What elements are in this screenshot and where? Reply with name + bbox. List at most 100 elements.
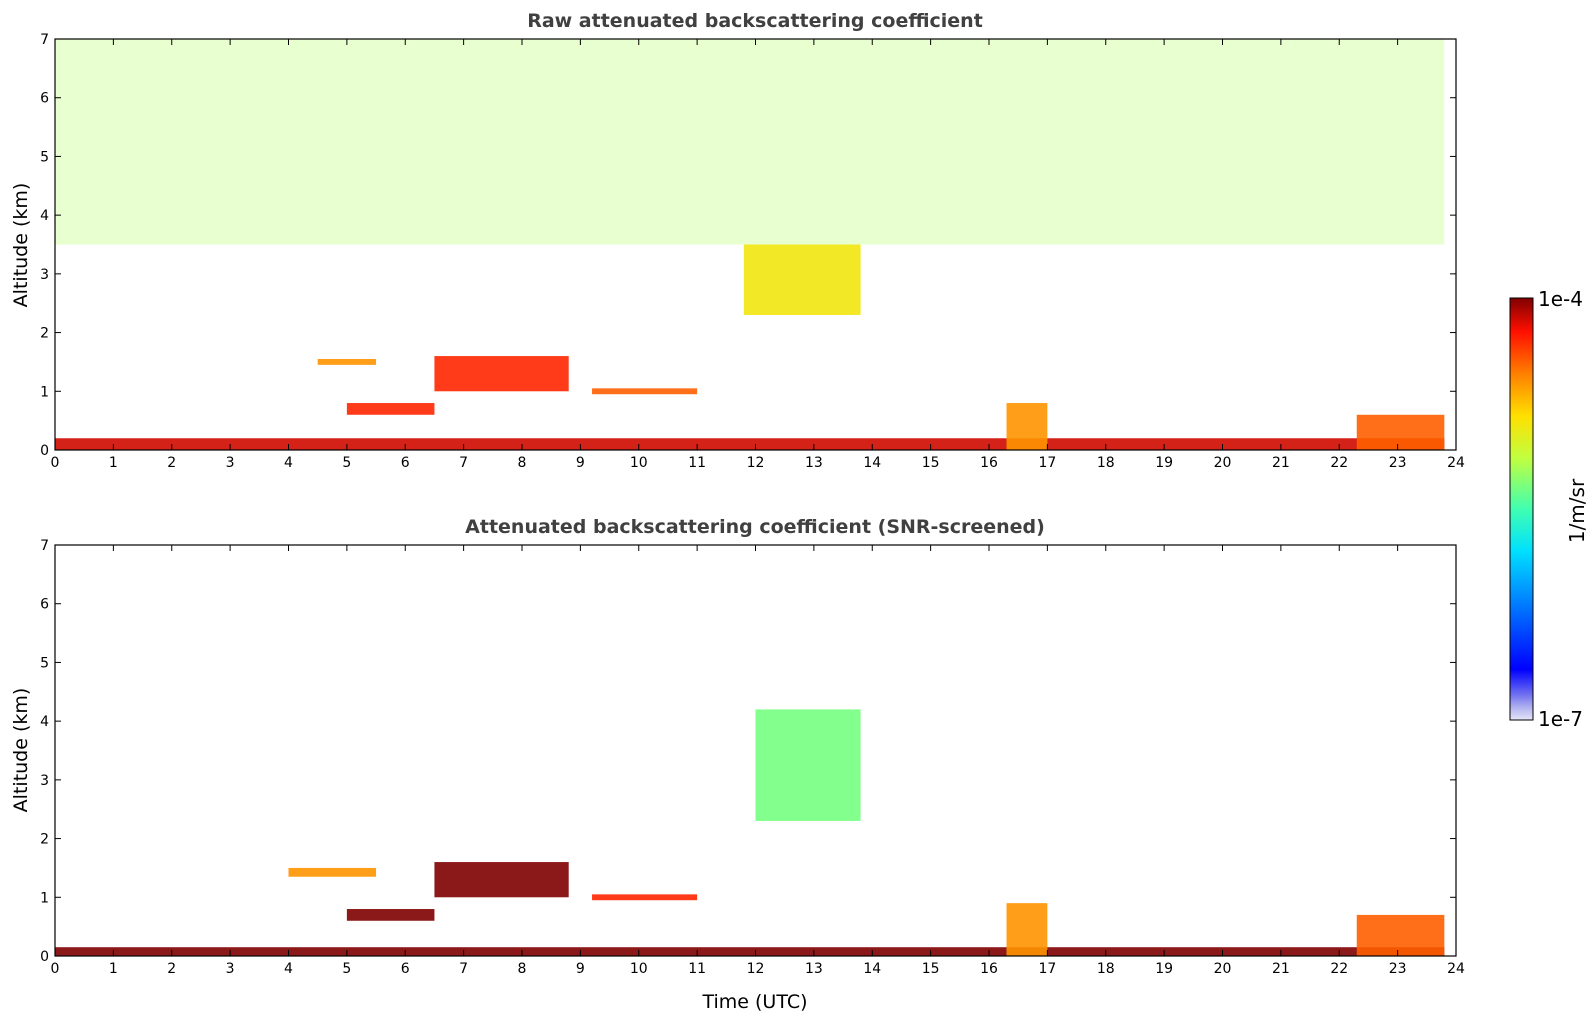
x-tick-label: 3 (226, 455, 235, 471)
snr-x-ticks: 0 1 2 3 4 5 6 7 8 9 10 11 12 13 14 15 16 17 18 19 20 21 22 23 24 (51, 545, 1465, 977)
x-tick-label: 16 (980, 961, 998, 977)
raw-panel-ylabel: Altitude (km) (10, 183, 32, 308)
snr-panel-title: Attenuated backscattering coefficient (S… (465, 516, 1045, 538)
x-tick-label: 13 (805, 961, 823, 977)
feature-plume (755, 709, 861, 821)
x-tick-label: 20 (1214, 961, 1232, 977)
x-tick-label: 20 (1214, 455, 1232, 471)
x-tick-label: 12 (747, 961, 765, 977)
x-tick-label: 16 (980, 455, 998, 471)
y-tick-label: 6 (40, 597, 49, 613)
x-tick-label: 24 (1447, 961, 1465, 977)
y-tick-label: 7 (40, 538, 49, 554)
y-tick-label: 3 (40, 773, 49, 789)
raw-x-ticks: 0 1 2 3 4 5 6 7 8 9 10 11 12 13 14 15 16 17 18 19 20 21 22 23 24 (51, 39, 1465, 471)
feature-cloud-layer (346, 909, 435, 921)
y-tick-label: 6 (40, 91, 49, 107)
feature-noise-aloft (55, 39, 1445, 245)
x-tick-label: 19 (1155, 961, 1173, 977)
feature-convective-bl (1006, 403, 1048, 450)
colorbar-min-label: 1e-7 (1538, 707, 1583, 731)
raw-backscatter-panel: Raw attenuated backscattering coefficien… (10, 10, 1465, 471)
x-tick-label: 15 (922, 961, 940, 977)
y-tick-label: 3 (40, 267, 49, 283)
colorbar-max-label: 1e-4 (1538, 287, 1583, 311)
feature-convective-bl (1356, 914, 1445, 956)
feature-convective-bl (1356, 414, 1445, 450)
x-tick-label: 21 (1272, 455, 1290, 471)
raw-panel-title: Raw attenuated backscattering coefficien… (527, 10, 983, 32)
feature-cloud-layer (592, 894, 698, 901)
snr-screened-panel: Attenuated backscattering coefficient (S… (10, 516, 1465, 1013)
x-tick-label: 9 (576, 455, 585, 471)
x-tick-label: 7 (459, 455, 468, 471)
x-tick-label: 17 (1038, 455, 1056, 471)
y-tick-label: 0 (40, 443, 49, 459)
y-tick-label: 0 (40, 949, 49, 965)
x-tick-label: 0 (51, 455, 60, 471)
x-tick-label: 14 (863, 961, 881, 977)
x-tick-label: 6 (401, 961, 410, 977)
y-tick-label: 7 (40, 32, 49, 48)
x-tick-label: 12 (747, 455, 765, 471)
x-tick-label: 6 (401, 455, 410, 471)
snr-panel-ylabel: Altitude (km) (10, 688, 32, 813)
raw-y-ticks: 0 1 2 3 4 5 6 7 (40, 32, 1456, 459)
x-tick-label: 18 (1097, 455, 1115, 471)
x-tick-label: 2 (167, 455, 176, 471)
feature-cloud-layer (317, 358, 377, 365)
y-tick-label: 4 (40, 208, 49, 224)
snr-y-ticks: 0 1 2 3 4 5 6 7 (40, 538, 1456, 965)
x-tick-label: 8 (518, 961, 527, 977)
x-tick-label: 5 (342, 455, 351, 471)
x-tick-label: 4 (284, 455, 293, 471)
x-tick-label: 4 (284, 961, 293, 977)
feature-cloud-layer (346, 403, 435, 415)
y-tick-label: 1 (40, 890, 49, 906)
feature-plume (743, 244, 861, 315)
feature-boundary-layer (55, 947, 1445, 956)
y-tick-label: 5 (40, 655, 49, 671)
x-tick-label: 2 (167, 961, 176, 977)
x-tick-label: 11 (688, 961, 706, 977)
x-tick-label: 15 (922, 455, 940, 471)
y-tick-label: 5 (40, 149, 49, 165)
y-tick-label: 2 (40, 326, 49, 342)
raw-heatmap (54, 38, 1457, 451)
feature-convective-bl (1006, 903, 1048, 956)
x-tick-label: 9 (576, 961, 585, 977)
x-tick-label: 1 (109, 961, 118, 977)
x-tick-label: 18 (1097, 961, 1115, 977)
x-tick-label: 23 (1389, 455, 1407, 471)
x-tick-label: 24 (1447, 455, 1465, 471)
x-tick-label: 7 (459, 961, 468, 977)
x-tick-label: 1 (109, 455, 118, 471)
x-tick-label: 10 (630, 961, 648, 977)
x-tick-label: 21 (1272, 961, 1290, 977)
y-tick-label: 2 (40, 832, 49, 848)
x-tick-label: 22 (1330, 961, 1348, 977)
x-tick-label: 23 (1389, 961, 1407, 977)
x-tick-label: 19 (1155, 455, 1173, 471)
x-tick-label: 8 (518, 455, 527, 471)
x-tick-label: 11 (688, 455, 706, 471)
x-tick-label: 22 (1330, 455, 1348, 471)
colorbar-gradient (1509, 297, 1534, 721)
x-tick-label: 5 (342, 961, 351, 977)
y-tick-label: 1 (40, 384, 49, 400)
x-tick-label: 17 (1038, 961, 1056, 977)
x-axis-label: Time (UTC) (701, 991, 807, 1013)
feature-cloud-layer (592, 388, 698, 395)
x-tick-label: 10 (630, 455, 648, 471)
feature-cloud-layer (288, 867, 377, 877)
colorbar-unit-label: 1/m/sr (1565, 478, 1589, 543)
feature-cloud-layer (434, 862, 569, 898)
snr-heatmap (54, 544, 1457, 957)
x-tick-label: 0 (51, 961, 60, 977)
feature-boundary-layer (55, 438, 1445, 450)
y-tick-label: 4 (40, 714, 49, 730)
colorbar: 1e-4 1e-7 1/m/sr (1509, 287, 1589, 731)
x-tick-label: 13 (805, 455, 823, 471)
x-tick-label: 3 (226, 961, 235, 977)
